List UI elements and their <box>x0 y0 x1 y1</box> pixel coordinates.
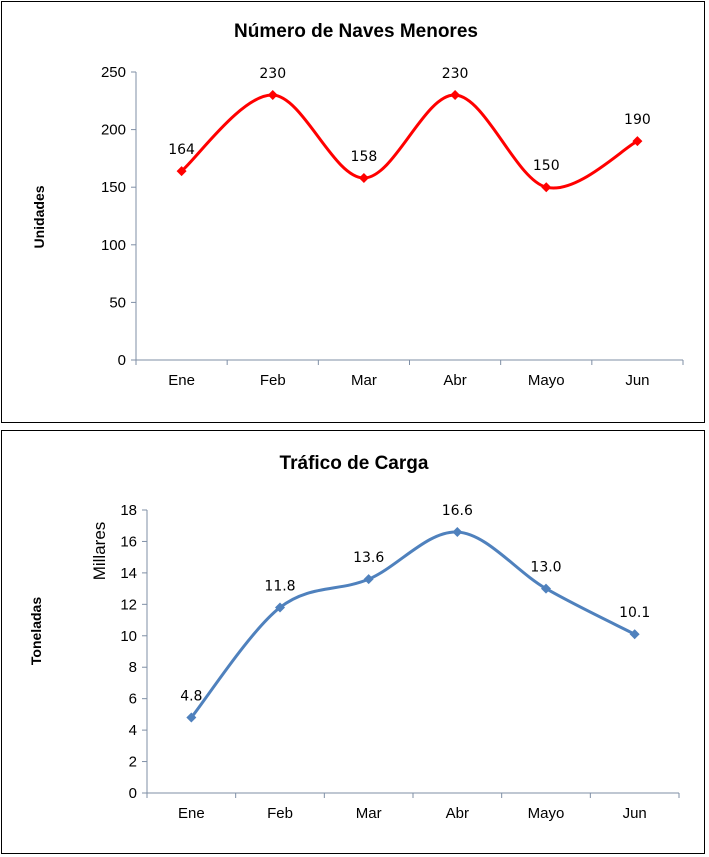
data-label: 164 <box>168 142 195 158</box>
data-label: 13.6 <box>353 550 384 566</box>
x-tick-label: Feb <box>267 805 293 822</box>
y-tick-label: 14 <box>120 565 137 582</box>
x-tick-label: Mar <box>356 805 382 822</box>
y-tick-label: 2 <box>129 754 137 771</box>
x-tick-label: Feb <box>260 372 286 389</box>
data-point-marker <box>186 712 197 723</box>
data-label: 230 <box>259 66 286 82</box>
y-tick-label: 100 <box>101 237 126 254</box>
x-tick-label: Ene <box>168 372 195 389</box>
data-point-marker <box>363 574 374 585</box>
chart-trafico-carga: Tráfico de Carga Toneladas Millares 0 2 4 6… <box>28 453 680 822</box>
chart-panel-carga: Tráfico de Carga Toneladas Millares 0 2 4 6… <box>1 430 705 854</box>
x-tick-label: Ene <box>178 805 205 822</box>
x-tick-label: Jun <box>623 805 647 822</box>
data-label: 190 <box>624 112 651 128</box>
chart-naves-menores: Número de Naves Menores Unidades 0 50 100 1… <box>31 21 684 389</box>
series-line <box>180 93 639 190</box>
y-tick-label: 150 <box>101 179 126 196</box>
x-tick-label: Abr <box>446 805 469 822</box>
x-tick-label: Mar <box>351 372 377 389</box>
y-tick-label: 8 <box>129 659 137 676</box>
data-point-marker <box>452 527 463 538</box>
y-tick-label: 200 <box>101 122 126 139</box>
data-point-marker <box>358 172 369 183</box>
data-point-marker <box>541 583 551 594</box>
x-tick-label: Jun <box>625 372 649 389</box>
data-point-marker <box>450 90 461 101</box>
y-tick-label: 0 <box>129 785 137 802</box>
y-tick-label: 10 <box>120 628 137 645</box>
data-label: 10.1 <box>619 605 650 621</box>
y-axis-unit-label: Millares <box>90 522 109 581</box>
data-point-marker <box>629 629 640 640</box>
data-label: 230 <box>442 66 469 82</box>
data-label: 158 <box>351 149 378 165</box>
x-tick-label: Mayo <box>528 805 565 822</box>
y-tick-label: 6 <box>129 691 137 708</box>
y-tick-label: 12 <box>120 596 137 613</box>
data-point-marker <box>541 182 552 193</box>
y-tick-label: 18 <box>120 502 137 519</box>
y-tick-label: 16 <box>120 533 137 550</box>
chart-panel-naves: Número de Naves Menores Unidades 0 50 100 1… <box>1 1 705 423</box>
y-tick-label: 250 <box>101 64 126 81</box>
data-label: 4.8 <box>180 689 202 705</box>
data-label: 11.8 <box>264 578 295 594</box>
x-tick-label: Abr <box>443 372 466 389</box>
data-point-marker <box>176 166 187 177</box>
y-tick-label: 50 <box>109 294 126 311</box>
y-axis-label: Toneladas <box>28 597 44 665</box>
y-tick-label: 4 <box>129 722 137 739</box>
data-label: 13.0 <box>530 560 561 576</box>
x-tick-label: Mayo <box>528 372 565 389</box>
chart-title: Tráfico de Carga <box>280 453 429 474</box>
data-label: 16.6 <box>442 503 473 519</box>
data-point-marker <box>267 90 278 101</box>
data-point-marker <box>275 602 285 613</box>
series-line <box>190 530 636 719</box>
y-tick-label: 0 <box>118 352 126 369</box>
data-label: 150 <box>533 158 560 174</box>
chart-title: Número de Naves Menores <box>234 21 478 42</box>
y-axis-label: Unidades <box>31 185 47 248</box>
data-point-marker <box>632 136 643 147</box>
